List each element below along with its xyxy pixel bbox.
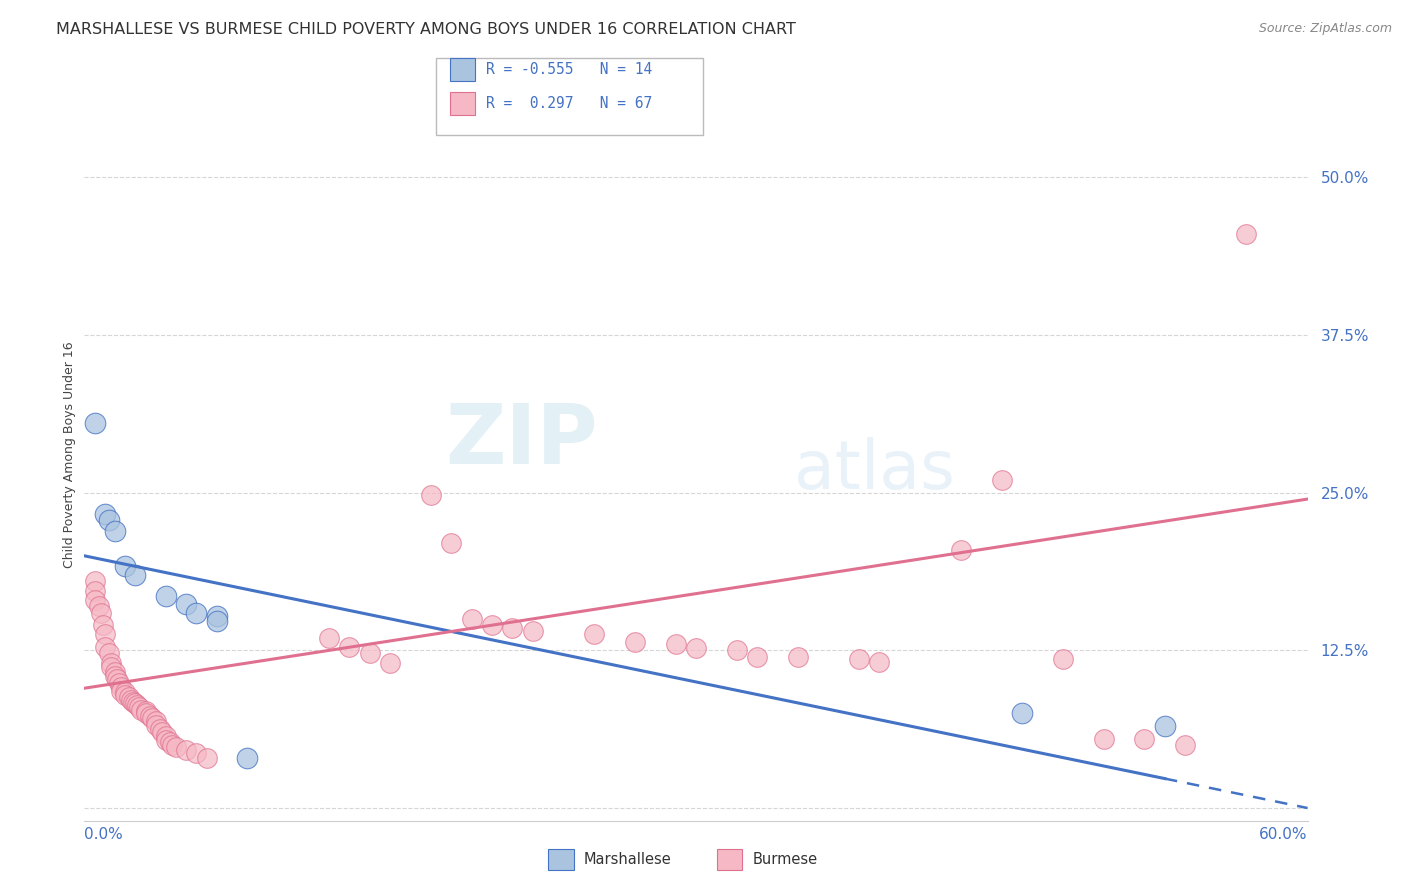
Point — [174, 597, 197, 611]
Point — [165, 740, 187, 755]
Point — [114, 688, 136, 702]
Point — [747, 649, 769, 664]
Point — [869, 655, 891, 669]
Text: 60.0%: 60.0% — [1260, 827, 1308, 842]
Text: 0.0%: 0.0% — [84, 827, 124, 842]
Point — [380, 656, 402, 670]
Text: atlas: atlas — [794, 436, 955, 502]
Point — [122, 695, 145, 709]
Point — [110, 680, 132, 694]
Point — [501, 621, 523, 635]
Point — [339, 640, 360, 654]
Point — [124, 567, 146, 582]
Point — [950, 542, 973, 557]
Point — [100, 660, 122, 674]
Point — [481, 618, 503, 632]
Point — [160, 738, 183, 752]
Point — [93, 507, 115, 521]
Point — [582, 627, 605, 641]
Point — [93, 640, 115, 654]
Point — [685, 640, 707, 655]
Point — [318, 631, 340, 645]
Point — [110, 683, 132, 698]
Point — [1234, 227, 1257, 242]
Point — [118, 690, 141, 704]
Point — [105, 673, 128, 687]
Point — [787, 649, 810, 664]
Point — [104, 665, 127, 679]
Point — [114, 558, 136, 573]
Point — [725, 643, 748, 657]
Point — [83, 574, 105, 588]
Text: Burmese: Burmese — [752, 852, 817, 867]
Point — [195, 750, 218, 764]
Point — [155, 729, 177, 743]
Point — [1174, 738, 1197, 752]
Point — [155, 589, 177, 603]
Point — [104, 668, 127, 682]
Point — [420, 488, 443, 502]
Text: ZIP: ZIP — [446, 400, 598, 481]
Text: R =  0.297   N = 67: R = 0.297 N = 67 — [486, 96, 652, 111]
Point — [205, 609, 228, 624]
Point — [104, 524, 127, 538]
Point — [150, 725, 173, 739]
Point — [186, 606, 208, 620]
Point — [83, 584, 105, 599]
Point — [90, 606, 112, 620]
Point — [1092, 731, 1115, 746]
Point — [991, 473, 1014, 487]
Point — [461, 612, 484, 626]
Point — [664, 637, 686, 651]
Point — [359, 646, 381, 660]
Point — [138, 709, 160, 723]
Point — [91, 618, 114, 632]
Point — [135, 706, 157, 721]
Point — [93, 627, 115, 641]
Point — [83, 593, 105, 607]
Point — [135, 704, 157, 718]
Point — [174, 743, 197, 757]
Point — [205, 615, 228, 629]
Point — [131, 703, 153, 717]
Point — [159, 735, 181, 749]
Point — [83, 417, 105, 431]
Point — [186, 746, 208, 760]
Point — [236, 750, 259, 764]
Point — [97, 646, 120, 660]
Point — [124, 697, 146, 711]
Point — [108, 676, 131, 690]
Point — [97, 514, 120, 528]
Text: Marshallese: Marshallese — [583, 852, 671, 867]
Point — [100, 656, 122, 670]
Point — [120, 692, 142, 706]
Text: MARSHALLESE VS BURMESE CHILD POVERTY AMONG BOYS UNDER 16 CORRELATION CHART: MARSHALLESE VS BURMESE CHILD POVERTY AMO… — [56, 22, 796, 37]
Point — [848, 652, 870, 666]
Point — [522, 624, 544, 639]
Point — [114, 685, 136, 699]
Point — [1133, 731, 1156, 746]
Point — [1011, 706, 1033, 721]
Point — [440, 536, 463, 550]
Point — [87, 599, 110, 614]
Point — [127, 698, 149, 712]
Point — [145, 714, 167, 728]
Point — [1153, 719, 1175, 733]
Y-axis label: Child Poverty Among Boys Under 16: Child Poverty Among Boys Under 16 — [63, 342, 76, 568]
Point — [128, 700, 150, 714]
Text: Source: ZipAtlas.com: Source: ZipAtlas.com — [1258, 22, 1392, 36]
Text: R = -0.555   N = 14: R = -0.555 N = 14 — [486, 62, 652, 77]
Point — [1052, 652, 1074, 666]
Point — [155, 733, 177, 747]
Point — [141, 711, 163, 725]
Point — [149, 722, 172, 736]
Point — [145, 718, 167, 732]
Point — [624, 634, 647, 648]
